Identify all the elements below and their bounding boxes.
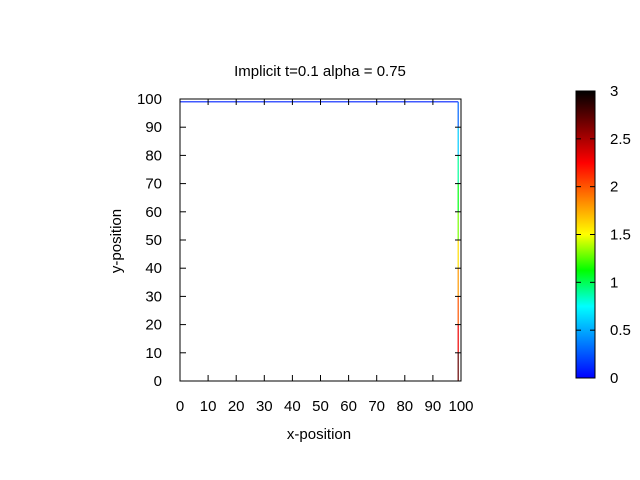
y-tick-label: 50 xyxy=(145,232,162,249)
colorbar-tick-label: 3 xyxy=(610,83,618,100)
colorbar-tick-label: 1.5 xyxy=(610,227,631,244)
y-axis-ticks: 0 10 20 30 40 50 60 70 80 90 100 xyxy=(137,91,461,390)
x-axis-ticks: 0 10 20 30 40 50 60 70 80 90 100 xyxy=(176,99,474,415)
colorbar-tick-label: 0.5 xyxy=(610,322,631,339)
y-tick-label: 30 xyxy=(145,288,162,305)
x-tick-label: 10 xyxy=(200,398,217,415)
colorbar-tick-label: 0 xyxy=(610,370,618,387)
x-tick-label: 50 xyxy=(312,398,329,415)
plot-area xyxy=(179,98,462,382)
colorbar-tick-label: 2 xyxy=(610,179,618,196)
colorbar-tick-label: 2.5 xyxy=(610,131,631,148)
y-tick-label: 80 xyxy=(145,147,162,164)
x-tick-label: 30 xyxy=(256,398,273,415)
y-tick-label: 100 xyxy=(137,91,162,108)
colorbar-tick-label: 1 xyxy=(610,274,618,291)
x-tick-label: 20 xyxy=(228,398,245,415)
contour-lines xyxy=(180,101,459,381)
x-tick-label: 0 xyxy=(176,398,184,415)
y-tick-label: 70 xyxy=(145,176,162,193)
colorbar-ticks: 0 0.5 1 1.5 2 2.5 3 xyxy=(576,83,631,387)
chart-title: Implicit t=0.1 alpha = 0.75 xyxy=(234,63,406,80)
y-tick-label: 40 xyxy=(145,260,162,277)
y-tick-label: 20 xyxy=(145,317,162,334)
x-tick-label: 90 xyxy=(425,398,442,415)
x-tick-label: 70 xyxy=(368,398,385,415)
x-tick-label: 60 xyxy=(340,398,357,415)
x-tick-label: 40 xyxy=(284,398,301,415)
y-axis-label: y-position xyxy=(108,209,125,273)
y-tick-label: 60 xyxy=(145,204,162,221)
y-tick-label: 90 xyxy=(145,119,162,136)
plot-frame xyxy=(179,98,462,382)
x-tick-label: 80 xyxy=(396,398,413,415)
y-tick-label: 10 xyxy=(145,345,162,362)
y-tick-label: 0 xyxy=(154,373,162,390)
x-axis-label: x-position xyxy=(287,426,351,443)
x-tick-label: 100 xyxy=(448,398,473,415)
